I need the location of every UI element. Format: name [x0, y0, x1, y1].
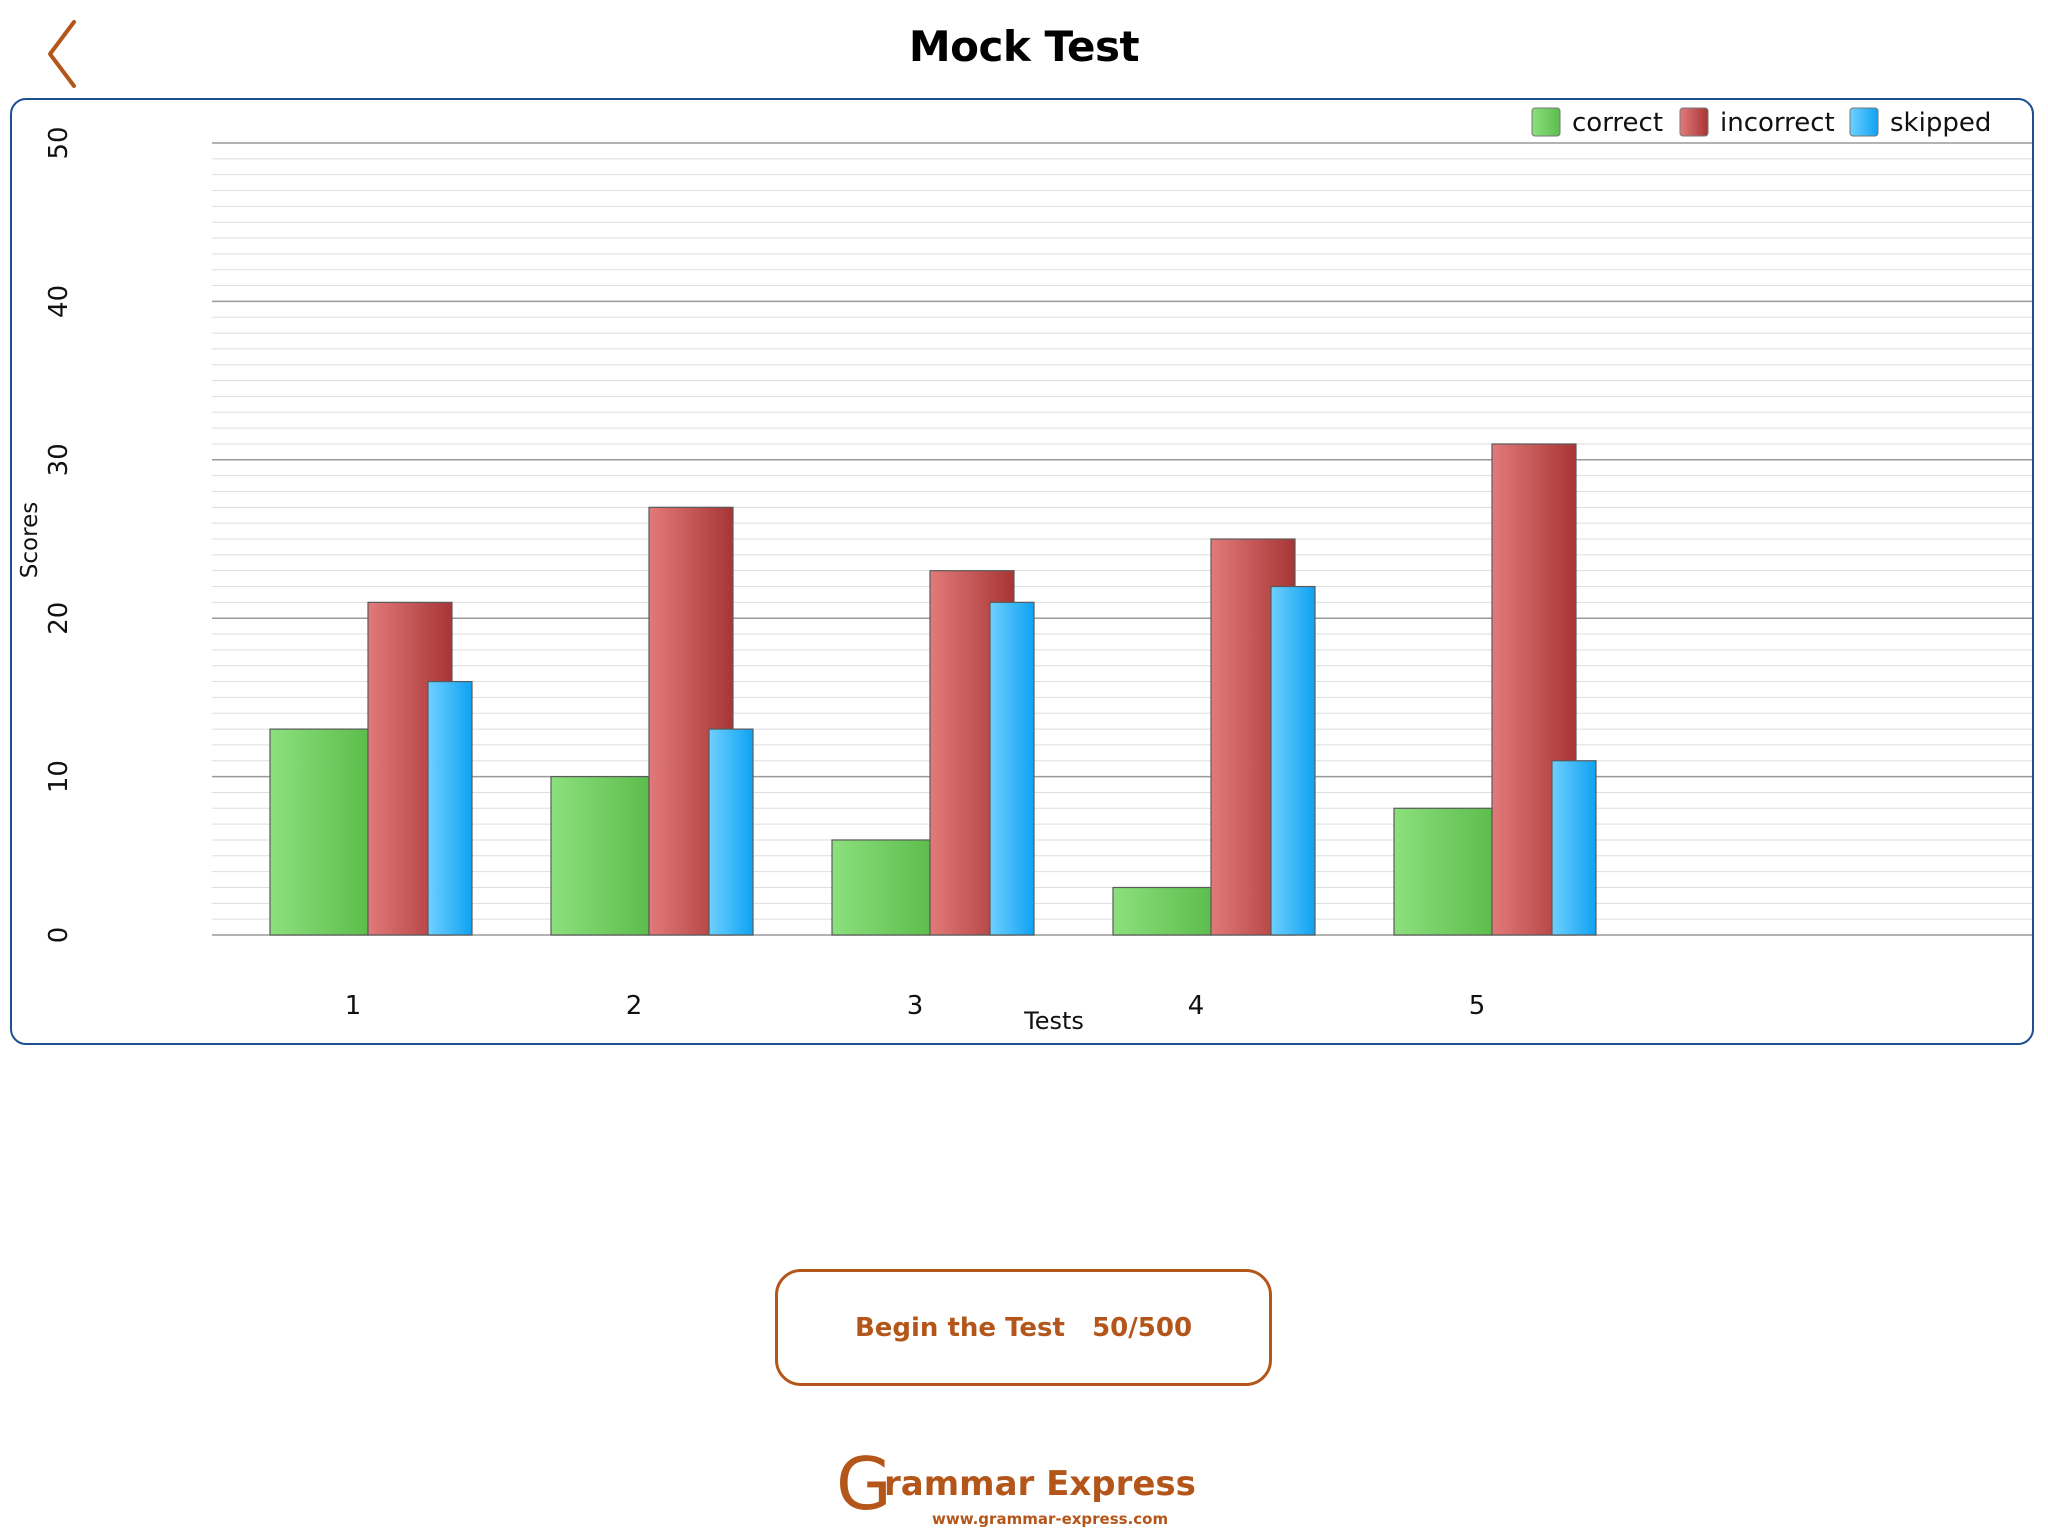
page-title: Mock Test	[908, 22, 1140, 71]
x-tick-label: 4	[1188, 991, 1205, 1021]
y-tick-label: 20	[44, 602, 74, 635]
bar-correct	[269, 728, 369, 936]
legend-label-skipped: skipped	[1890, 108, 1991, 138]
scores-bar-chart: 0 10 20 30 40 50 Scores Tests 1 2 3 4 5 correct incor…	[17, 107, 2032, 1035]
logo-url: www.grammar-express.com	[932, 1510, 1169, 1528]
y-axis-label: Scores	[17, 502, 43, 578]
bar-skipped	[1551, 760, 1597, 936]
bar-correct	[550, 775, 650, 936]
bar-skipped	[1270, 585, 1316, 936]
x-tick-label: 1	[345, 991, 362, 1021]
y-tick-label: 10	[44, 760, 74, 793]
bar-skipped	[708, 728, 754, 936]
begin-test-button[interactable]: Begin the Test 50/500	[775, 1269, 1272, 1386]
x-tick-label: 2	[626, 991, 643, 1021]
bar-correct	[831, 839, 931, 936]
legend-swatch-skipped	[1849, 107, 1879, 137]
back-button[interactable]	[40, 14, 90, 94]
bar-skipped	[989, 601, 1035, 936]
legend-swatch-incorrect	[1679, 107, 1709, 137]
logo-initial: G	[836, 1442, 892, 1526]
y-tick-label: 30	[44, 443, 74, 476]
y-tick-label: 40	[44, 285, 74, 318]
x-axis-label: Tests	[1023, 1007, 1084, 1035]
legend-label-incorrect: incorrect	[1720, 108, 1835, 138]
legend-label-correct: correct	[1572, 108, 1663, 138]
chart-panel: 0 10 20 30 40 50 Scores Tests 1 2 3 4 5 correct incor…	[10, 98, 2034, 1045]
test-progress-count: 50/500	[1092, 1312, 1193, 1343]
legend-swatch-correct	[1531, 107, 1561, 137]
begin-test-label: Begin the Test	[854, 1312, 1065, 1343]
grammar-express-logo: G rammar Express www.grammar-express.com	[836, 1448, 1196, 1530]
y-tick-label: 50	[44, 126, 74, 159]
x-tick-label: 3	[907, 991, 924, 1021]
bar-skipped	[427, 680, 473, 936]
bar-correct	[1112, 886, 1212, 936]
chevron-left-icon	[48, 20, 76, 88]
logo-name: rammar Express	[884, 1464, 1196, 1504]
bar-correct	[1393, 807, 1493, 936]
y-tick-label: 0	[44, 927, 74, 944]
x-tick-label: 5	[1469, 991, 1486, 1021]
